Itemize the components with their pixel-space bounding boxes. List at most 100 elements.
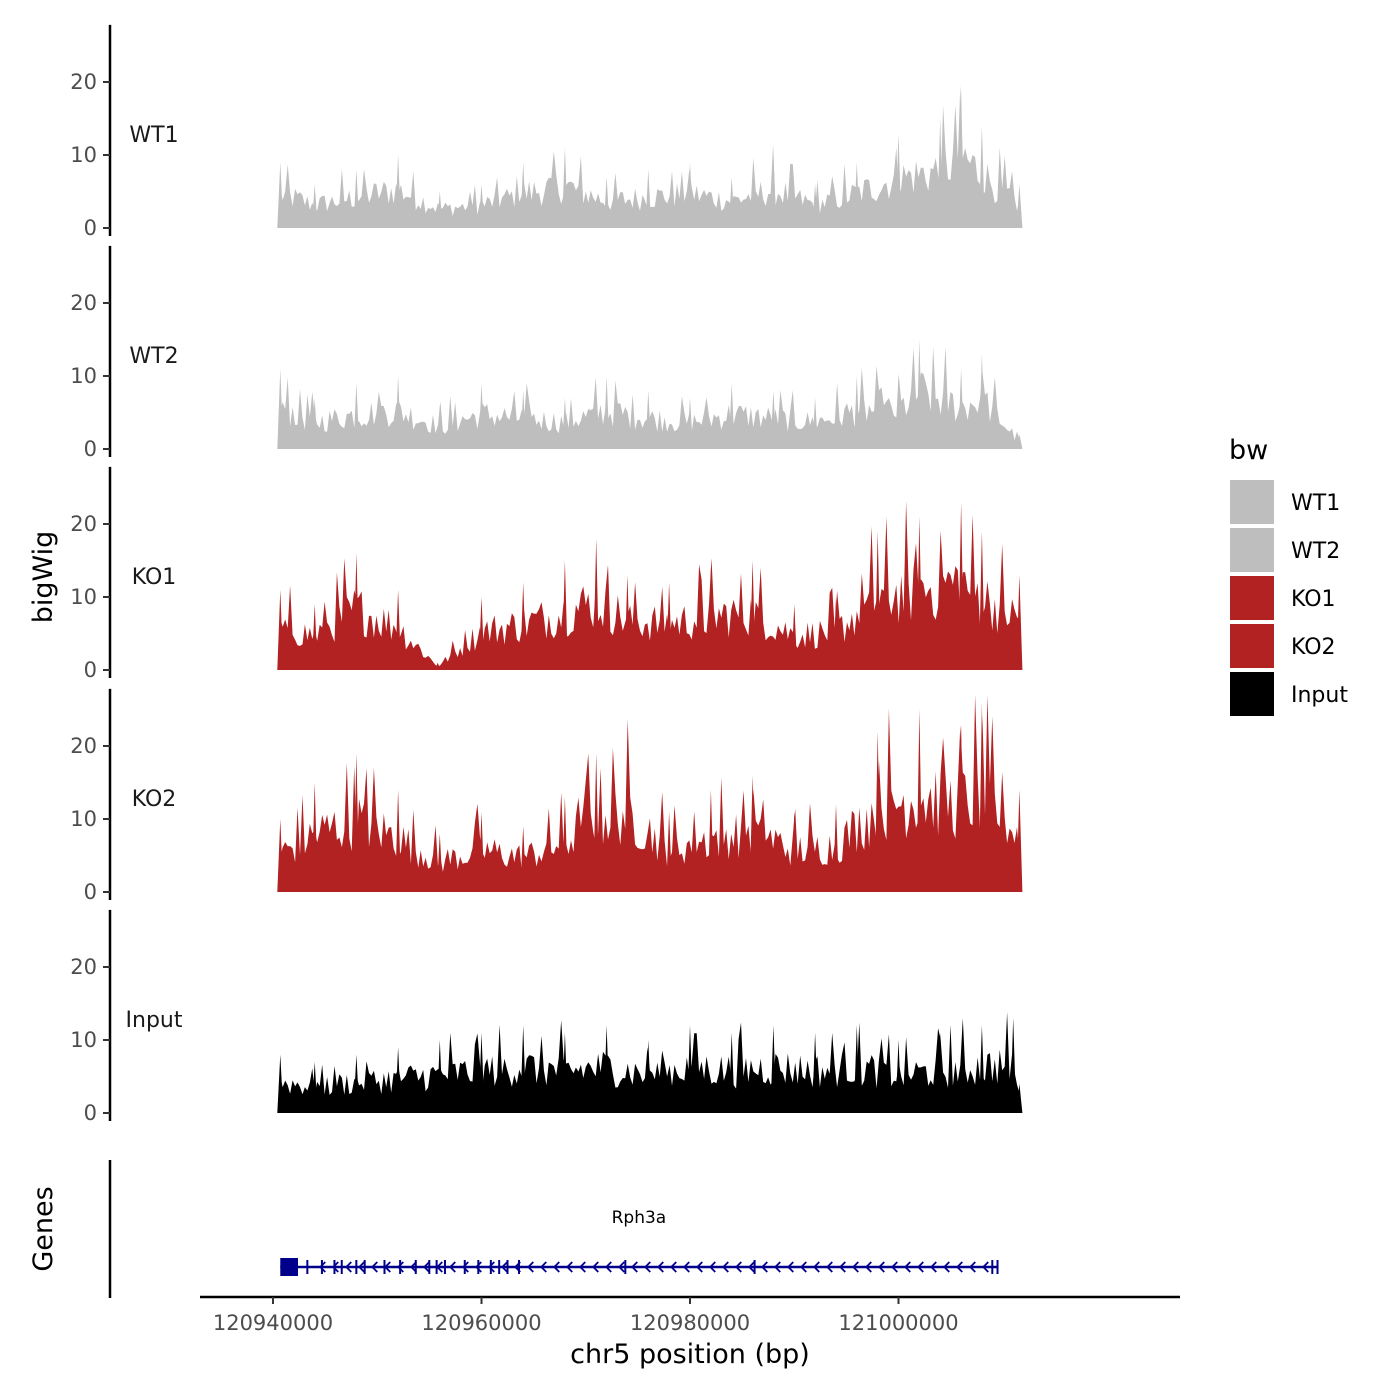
strand-arrow [553, 1261, 560, 1273]
y-tick-label: 20 [70, 734, 97, 758]
legend-swatch [1230, 576, 1274, 620]
strand-arrow [774, 1261, 781, 1273]
coverage-peak [770, 155, 777, 228]
y-tick-label: 10 [70, 807, 97, 831]
gene-exon [428, 1260, 431, 1274]
coverage-peak [277, 368, 284, 449]
coverage-peak [833, 804, 839, 892]
coverage-peak [520, 582, 527, 670]
coverage-peak [353, 553, 360, 670]
y-tick-label: 0 [84, 216, 97, 240]
strand-arrow [592, 1261, 599, 1273]
strand-arrow [631, 1261, 638, 1273]
coverage-peak [958, 368, 965, 449]
strand-arrow [943, 1261, 950, 1273]
coverage-peak [916, 709, 923, 892]
coverage-peak [593, 538, 600, 670]
coverage-peak [687, 162, 693, 228]
coverage-peak [812, 184, 819, 228]
coverage-peak [749, 560, 756, 670]
strand-arrow [449, 1261, 456, 1273]
y-tick-label: 0 [84, 880, 97, 904]
coverage-peak [520, 1025, 527, 1113]
coverage-peak [593, 753, 600, 892]
coverage-peak [520, 162, 527, 228]
y-tick-label: 10 [70, 364, 97, 388]
gene-exon [463, 1260, 466, 1274]
coverage-peak [561, 147, 568, 228]
gene-exon [443, 1260, 446, 1274]
coverage-peak [624, 575, 631, 670]
coverage-peak [478, 184, 485, 228]
gene-exon [753, 1260, 756, 1274]
gene-exon [280, 1258, 298, 1276]
coverage-peak [1016, 789, 1023, 892]
strand-arrow [813, 1261, 820, 1273]
coverage-peak [707, 567, 714, 670]
coverage-area [280, 346, 1020, 449]
y-tick-label: 10 [70, 585, 97, 609]
gene-exon [517, 1260, 520, 1274]
track-label: Input [126, 1008, 183, 1033]
strand-arrow [865, 1261, 872, 1273]
coverage-peak [561, 797, 568, 892]
coverage-peak [812, 1032, 819, 1113]
gene-exon [996, 1260, 999, 1274]
legend-label: WT1 [1291, 491, 1340, 516]
coverage-peak [311, 397, 318, 449]
coverage-peak [395, 589, 402, 670]
y-tick-label: 20 [70, 512, 97, 536]
gene-exon [624, 1260, 627, 1274]
coverage-peak [645, 169, 652, 228]
strand-arrow [982, 1261, 989, 1273]
strand-arrow [618, 1261, 625, 1273]
coverage-peak [277, 1054, 284, 1113]
coverage-peak [478, 383, 485, 449]
coverage-peak [1016, 434, 1023, 449]
legend-title: bw [1229, 435, 1268, 466]
strand-arrow [566, 1261, 573, 1273]
track-ko1: 0 10 20 KO1 [70, 466, 1023, 682]
coverage-peak [958, 89, 965, 228]
coverage-peak [353, 753, 360, 892]
coverage-peak [520, 826, 527, 892]
strand-arrow [332, 1261, 339, 1273]
gene-exon [506, 1260, 509, 1274]
coverage-peak [603, 1025, 610, 1113]
coverage-peak [395, 789, 402, 892]
strand-arrow [930, 1261, 937, 1273]
coverage-peak [916, 339, 923, 449]
strand-arrow [358, 1261, 365, 1273]
legend-swatch [1230, 624, 1274, 668]
coverage-peak [436, 1040, 443, 1113]
coverage-peak [624, 738, 631, 892]
coverage-peak [436, 833, 443, 892]
coverage-peak [728, 383, 735, 449]
strand-arrow [800, 1261, 807, 1273]
strand-arrow [488, 1261, 495, 1273]
coverage-peak [311, 782, 318, 892]
y-tick-label: 0 [84, 1101, 97, 1125]
strand-arrow [904, 1261, 911, 1273]
strand-arrow [748, 1261, 755, 1273]
strand-arrow [670, 1261, 677, 1273]
coverage-peak [978, 125, 985, 228]
coverage-peak [353, 383, 360, 449]
strand-arrow [878, 1261, 885, 1273]
coverage-peak [687, 397, 693, 449]
x-axis-title: chr5 position (bp) [570, 1339, 810, 1370]
coverage-peak [666, 811, 673, 892]
coverage-peak [436, 191, 443, 228]
strand-arrow [852, 1261, 859, 1273]
gene-exon [306, 1260, 309, 1274]
strand-arrow [722, 1261, 729, 1273]
x-tick-label: 121000000 [838, 1311, 958, 1335]
coverage-peak [978, 1025, 985, 1113]
x-tick-label: 120940000 [213, 1311, 333, 1335]
strand-arrow [410, 1261, 417, 1273]
track-label: WT2 [129, 344, 178, 369]
coverage-peak [353, 169, 360, 228]
coverage-peak [1016, 1083, 1023, 1113]
legend-swatch [1230, 480, 1274, 524]
